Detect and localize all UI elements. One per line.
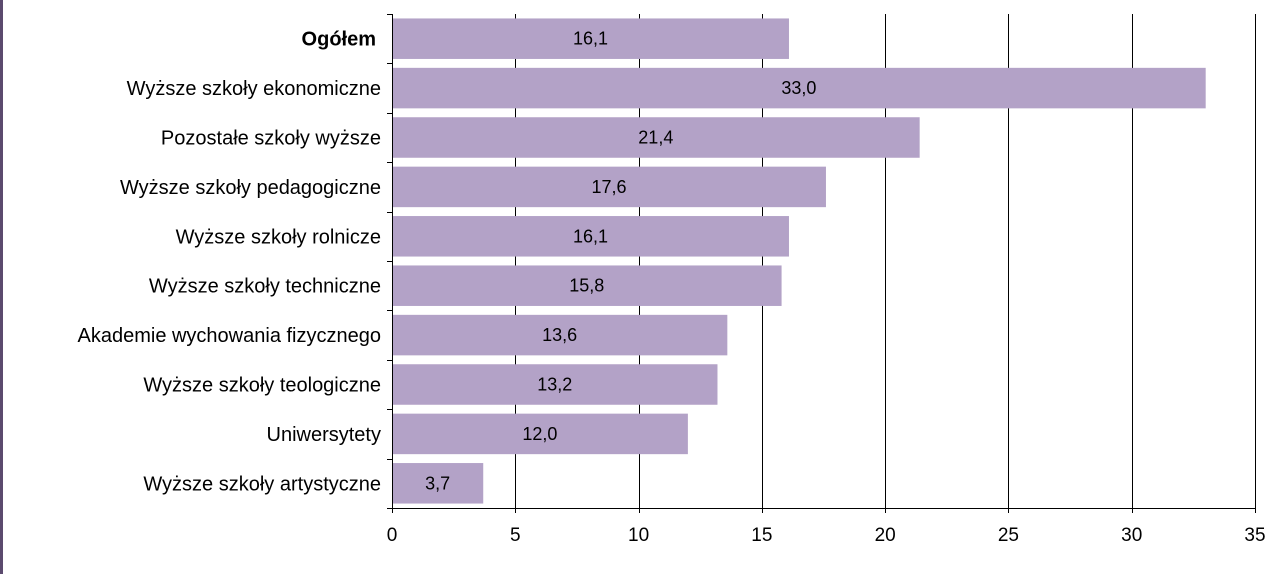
category-label: Akademie wychowania fizycznego bbox=[78, 325, 382, 347]
x-tick-label: 25 bbox=[998, 525, 1019, 546]
x-tick-label: 20 bbox=[875, 525, 896, 546]
bar-value-label: 12,0 bbox=[522, 424, 557, 444]
bar-value-label: 21,4 bbox=[638, 128, 673, 148]
bar-value-label: 13,2 bbox=[537, 375, 572, 395]
category-label: Wyższe szkoły pedagogiczne bbox=[120, 177, 381, 199]
category-label: Wyższe szkoły artystyczne bbox=[143, 473, 381, 495]
category-label: Wyższe szkoły ekonomiczne bbox=[127, 78, 381, 100]
x-tick-label: 0 bbox=[387, 525, 398, 546]
bar-value-label: 33,0 bbox=[781, 78, 816, 98]
frame-left-rule bbox=[0, 0, 3, 574]
category-label: Ogółem bbox=[302, 29, 376, 51]
bar-value-label: 15,8 bbox=[569, 276, 604, 296]
bar-value-label: 16,1 bbox=[573, 29, 608, 49]
category-label: Uniwersytety bbox=[267, 424, 381, 446]
category-label: Wyższe szkoły teologiczne bbox=[143, 375, 381, 397]
category-label: Wyższe szkoły techniczne bbox=[149, 276, 381, 298]
x-tick-label: 5 bbox=[510, 525, 521, 546]
x-tick-label: 10 bbox=[628, 525, 649, 546]
x-tick-label: 15 bbox=[751, 525, 772, 546]
x-tick-label: 30 bbox=[1121, 525, 1142, 546]
x-tick-label: 35 bbox=[1244, 525, 1265, 546]
bar-value-label: 16,1 bbox=[573, 226, 608, 246]
category-labels: Ogółem Wyższe szkoły ekonomiczne Pozostałe… bbox=[78, 29, 382, 496]
category-label: Wyższe szkoły rolnicze bbox=[176, 226, 381, 248]
bar-value-label: 17,6 bbox=[591, 177, 626, 197]
bar-value-label: 13,6 bbox=[542, 325, 577, 345]
bar-value-label: 3,7 bbox=[425, 473, 450, 493]
x-axis-tick-labels: 0 5 10 15 20 25 30 35 bbox=[387, 525, 1266, 546]
category-label: Pozostałe szkoły wyższe bbox=[161, 128, 381, 150]
